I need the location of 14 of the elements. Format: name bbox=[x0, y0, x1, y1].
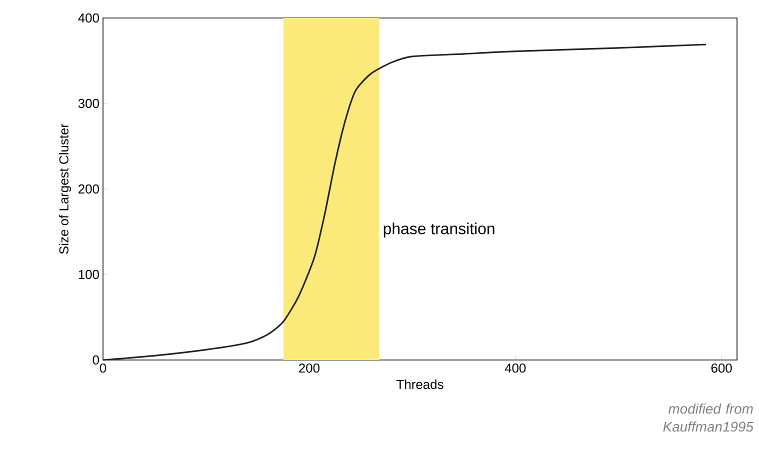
x-tick-label: 600 bbox=[711, 364, 732, 373]
y-tick-label: 200 bbox=[78, 184, 99, 194]
band-label: phase transition bbox=[384, 222, 494, 238]
x-tick-label: 200 bbox=[299, 364, 320, 373]
x-tick-label: 0 bbox=[100, 364, 106, 373]
y-tick-label: 100 bbox=[78, 270, 99, 280]
y-axis-title: Size of Largest Cluster bbox=[58, 124, 72, 254]
y-tick-label: 0 bbox=[92, 355, 99, 365]
line-series bbox=[102, 44, 707, 361]
text: modified from Kauffman1995 bbox=[663, 404, 754, 432]
y-tick-label: 300 bbox=[78, 98, 99, 108]
x-axis-title: Threads bbox=[396, 380, 444, 390]
x-tick-label: 400 bbox=[504, 364, 526, 373]
y-tick-label: 400 bbox=[78, 13, 99, 23]
